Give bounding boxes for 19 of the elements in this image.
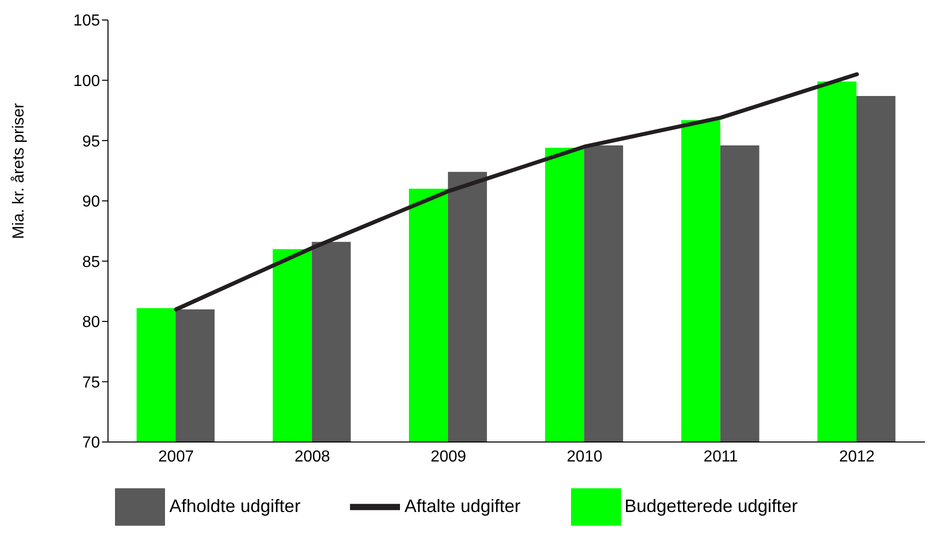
- x-tick-label: 2011: [704, 448, 738, 466]
- x-tick-label: 2008: [294, 448, 330, 466]
- y-tick-label: 100: [73, 72, 100, 90]
- y-tick-label: 85: [82, 254, 100, 271]
- y-tick-label: 105: [73, 12, 100, 30]
- legend-label: Budgetterede udgifter: [624, 496, 798, 516]
- line-series: [174, 72, 859, 312]
- y-axis-title: Mia. kr. årets priser: [10, 102, 28, 240]
- x-tick-label: 2012: [839, 448, 875, 466]
- x-tick-label: 2007: [158, 448, 194, 466]
- y-tick-label: 80: [82, 314, 100, 332]
- legend-label: Afholdte udgifter: [169, 496, 300, 516]
- y-tick-label: 90: [82, 194, 100, 211]
- y-tick-label: 75: [82, 374, 100, 392]
- y-tick-label: 70: [82, 434, 100, 452]
- y-tick-label: 95: [82, 133, 100, 150]
- legend-label: Aftalte udgifter: [404, 496, 521, 516]
- x-tick-label: 2010: [566, 448, 602, 466]
- x-tick-label: 2009: [430, 448, 466, 466]
